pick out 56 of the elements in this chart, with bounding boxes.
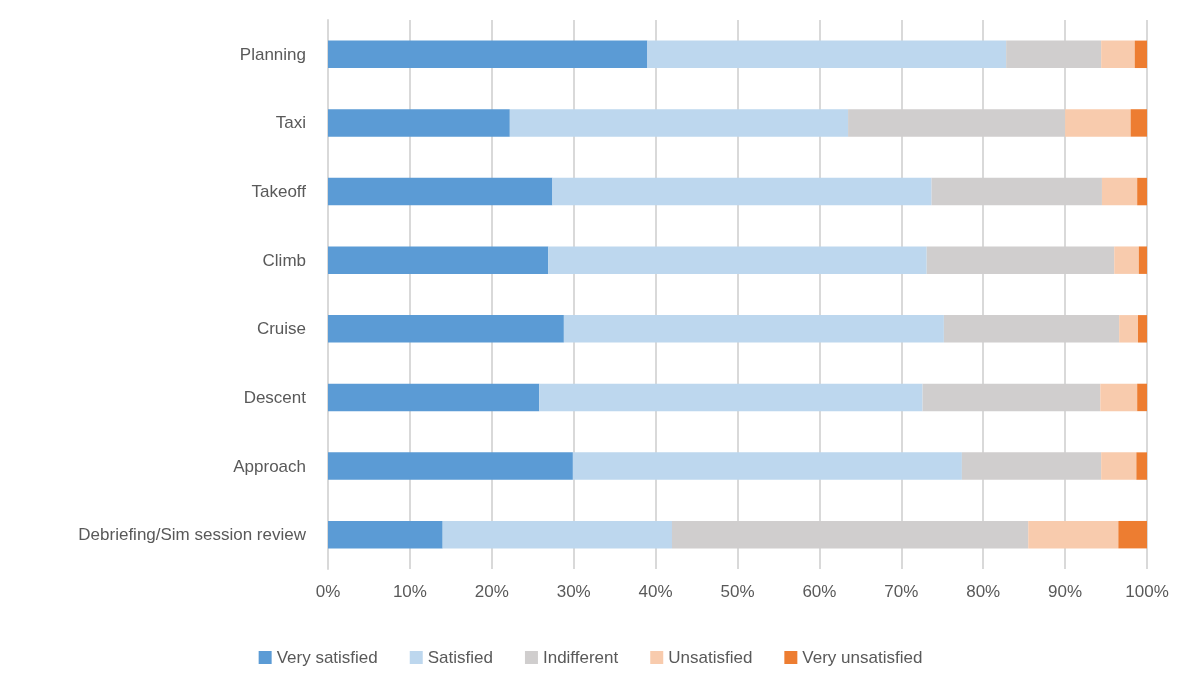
bar [328,315,564,343]
bar [563,315,944,343]
x-tick-label: 10% [392,582,427,601]
bar [1134,40,1147,69]
y-tick-label: Planning [239,44,306,64]
legend-label: Satisfied [427,648,493,667]
bar [1119,315,1138,343]
bar [328,40,648,69]
bar [1101,177,1138,206]
bar [442,520,672,549]
legend-label: Very unsatisfied [802,648,923,667]
bar [572,452,962,480]
bar [328,109,510,137]
legend-label: Indifferent [542,648,619,667]
bar [1065,109,1131,137]
bar [647,40,1007,69]
bar [1130,109,1147,137]
bar [552,177,932,206]
x-tick-label: 50% [720,582,755,601]
bar [1101,40,1135,69]
bar [1137,383,1147,412]
x-tick-label: 100% [1125,582,1169,601]
bar [509,109,849,137]
x-tick-label: 0% [315,582,341,601]
x-tick-label: 60% [802,582,837,601]
y-tick-label: Descent [243,387,307,407]
bar [548,246,927,274]
bar [1138,246,1147,274]
x-tick-label: 40% [638,582,673,601]
bar [1100,383,1138,412]
y-tick-label: Taxi [275,113,306,133]
bar [1137,177,1147,206]
y-tick-label: Debriefing/Sim session review [78,525,307,545]
y-tick-label: Climb [262,250,306,270]
x-tick-label: 70% [884,582,919,601]
bar [1101,452,1137,480]
bar [1137,315,1147,343]
x-tick-label: 80% [966,582,1001,601]
legend-label: Very satisfied [276,648,378,667]
x-tick-label: 20% [474,582,509,601]
bar [1114,246,1139,274]
bar [1028,520,1119,549]
y-tick-label: Cruise [256,319,306,339]
y-tick-label: Takeoff [251,182,307,202]
bar [1118,520,1147,549]
bar [328,520,443,549]
bar [328,246,549,274]
x-tick-label: 90% [1048,582,1083,601]
bar [328,177,553,206]
y-tick-label: Approach [233,456,306,476]
bar [539,383,923,412]
bar [328,383,540,412]
legend-label: Unsatisfied [668,648,753,667]
bar [328,452,573,480]
x-tick-label: 30% [556,582,591,601]
bar [1136,452,1147,480]
